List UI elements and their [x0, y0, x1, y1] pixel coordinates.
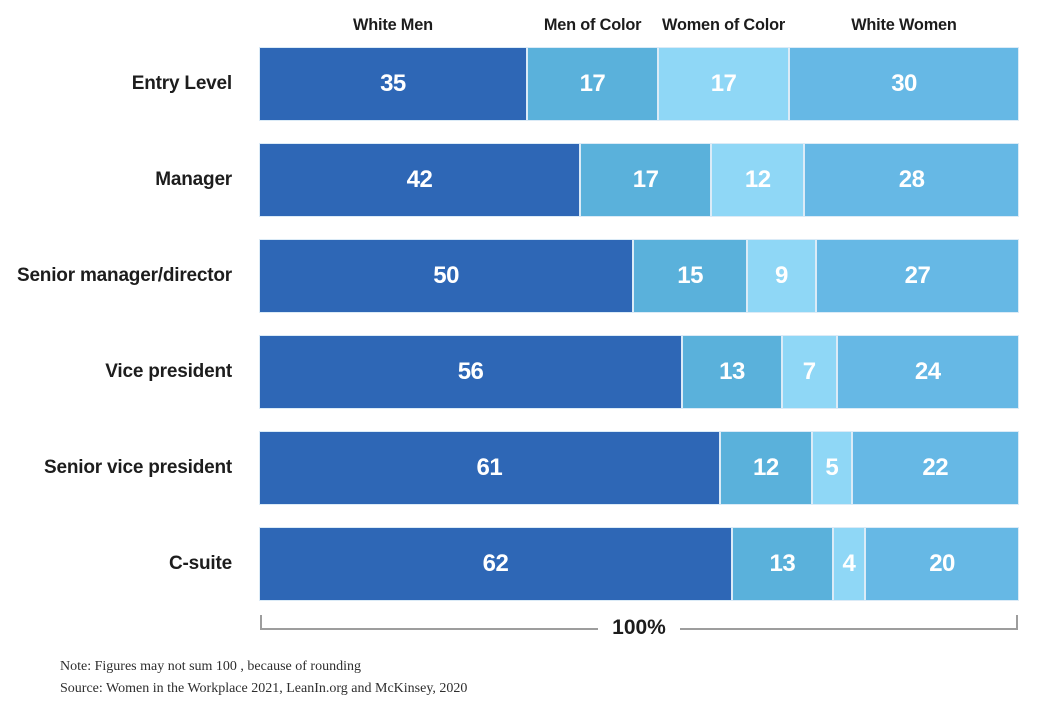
source-line: Source: Women in the Workplace 2021, Lea… — [60, 681, 468, 697]
category-label: Senior manager/director — [16, 265, 232, 286]
bar-segment-women-of-color: 4 — [833, 528, 865, 600]
bar-segment-white-men: 50 — [260, 240, 633, 312]
chart-row: Senior vice president 61 12 5 22 — [0, 432, 1038, 504]
legend-row: White Men Men of Color Women of Color White… — [0, 8, 1038, 35]
footnotes: Note: Figures may not sum 100 , because … — [60, 656, 1038, 701]
stacked-bar: 50 15 9 27 — [260, 240, 1019, 312]
legend-spacer — [0, 8, 260, 35]
stacked-bar: 56 13 7 24 — [260, 336, 1019, 408]
bracket-spacer — [0, 612, 260, 630]
bar-segment-white-men: 61 — [260, 432, 719, 504]
bar-segment-men-of-color: 17 — [581, 144, 711, 216]
category-label: C-suite — [169, 553, 232, 574]
bar-segment-men-of-color: 12 — [720, 432, 811, 504]
stacked-bar: 62 13 4 20 — [260, 528, 1019, 600]
bar-segment-white-women: 22 — [852, 432, 1018, 504]
bar-segment-men-of-color: 17 — [527, 48, 657, 120]
note-line: Note: Figures may not sum 100 , because … — [60, 659, 361, 674]
stacked-bar: 35 17 17 30 — [260, 48, 1018, 120]
legend-label-white-men: White Men — [352, 15, 433, 34]
bar-segment-women-of-color: 5 — [812, 432, 851, 504]
legend-label-women-of-color: Women of Color — [662, 15, 786, 34]
bar-segment-white-men: 56 — [260, 336, 682, 408]
total-label: 100% — [612, 615, 666, 639]
bar-segment-women-of-color: 17 — [658, 48, 789, 120]
bracket-left-line — [260, 615, 599, 630]
chart-row: Manager 42 17 12 28 — [0, 144, 1038, 216]
bar-segment-women-of-color: 12 — [712, 144, 804, 216]
bracket-right-line — [679, 615, 1018, 630]
legend-label-white-women: White Women — [851, 15, 957, 34]
bar-segment-white-men: 42 — [260, 144, 580, 216]
bar-segment-men-of-color: 13 — [683, 336, 781, 408]
category-label: Vice president — [105, 361, 232, 382]
bar-segment-white-women: 30 — [790, 48, 1018, 120]
chart-row: Senior manager/director 50 15 9 27 — [0, 240, 1038, 312]
legend-label-men-of-color: Men of Color — [543, 15, 642, 34]
bar-segment-white-women: 27 — [816, 240, 1019, 312]
chart-row: Entry Level 35 17 17 30 — [0, 48, 1038, 120]
chart-row: Vice president 56 13 7 24 — [0, 336, 1038, 408]
category-label: Entry Level — [131, 73, 232, 94]
stacked-bar: 61 12 5 22 — [260, 432, 1018, 504]
bar-segment-men-of-color: 13 — [732, 528, 832, 600]
legend-labels: White Men Men of Color Women of Color White… — [260, 8, 1018, 35]
bar-segment-women-of-color: 7 — [782, 336, 836, 408]
stacked-bar: 42 17 12 28 — [260, 144, 1018, 216]
chart-row: C-suite 62 13 4 20 — [0, 528, 1038, 600]
bar-segment-men-of-color: 15 — [634, 240, 746, 312]
total-axis-row: 100% — [0, 612, 1038, 638]
bar-segment-white-men: 62 — [260, 528, 731, 600]
chart-rows: Entry Level 35 17 17 30 Manager 42 17 12 28 Senior… — [0, 48, 1038, 600]
bar-segment-white-women: 20 — [866, 528, 1019, 600]
bar-segment-white-women: 24 — [837, 336, 1019, 408]
category-label: Manager — [155, 169, 232, 190]
bar-segment-white-women: 28 — [805, 144, 1018, 216]
category-label: Senior vice president — [44, 457, 232, 478]
bar-segment-women-of-color: 9 — [747, 240, 815, 312]
bar-segment-white-men: 35 — [260, 48, 526, 120]
total-axis-bracket: 100% — [260, 612, 1018, 638]
